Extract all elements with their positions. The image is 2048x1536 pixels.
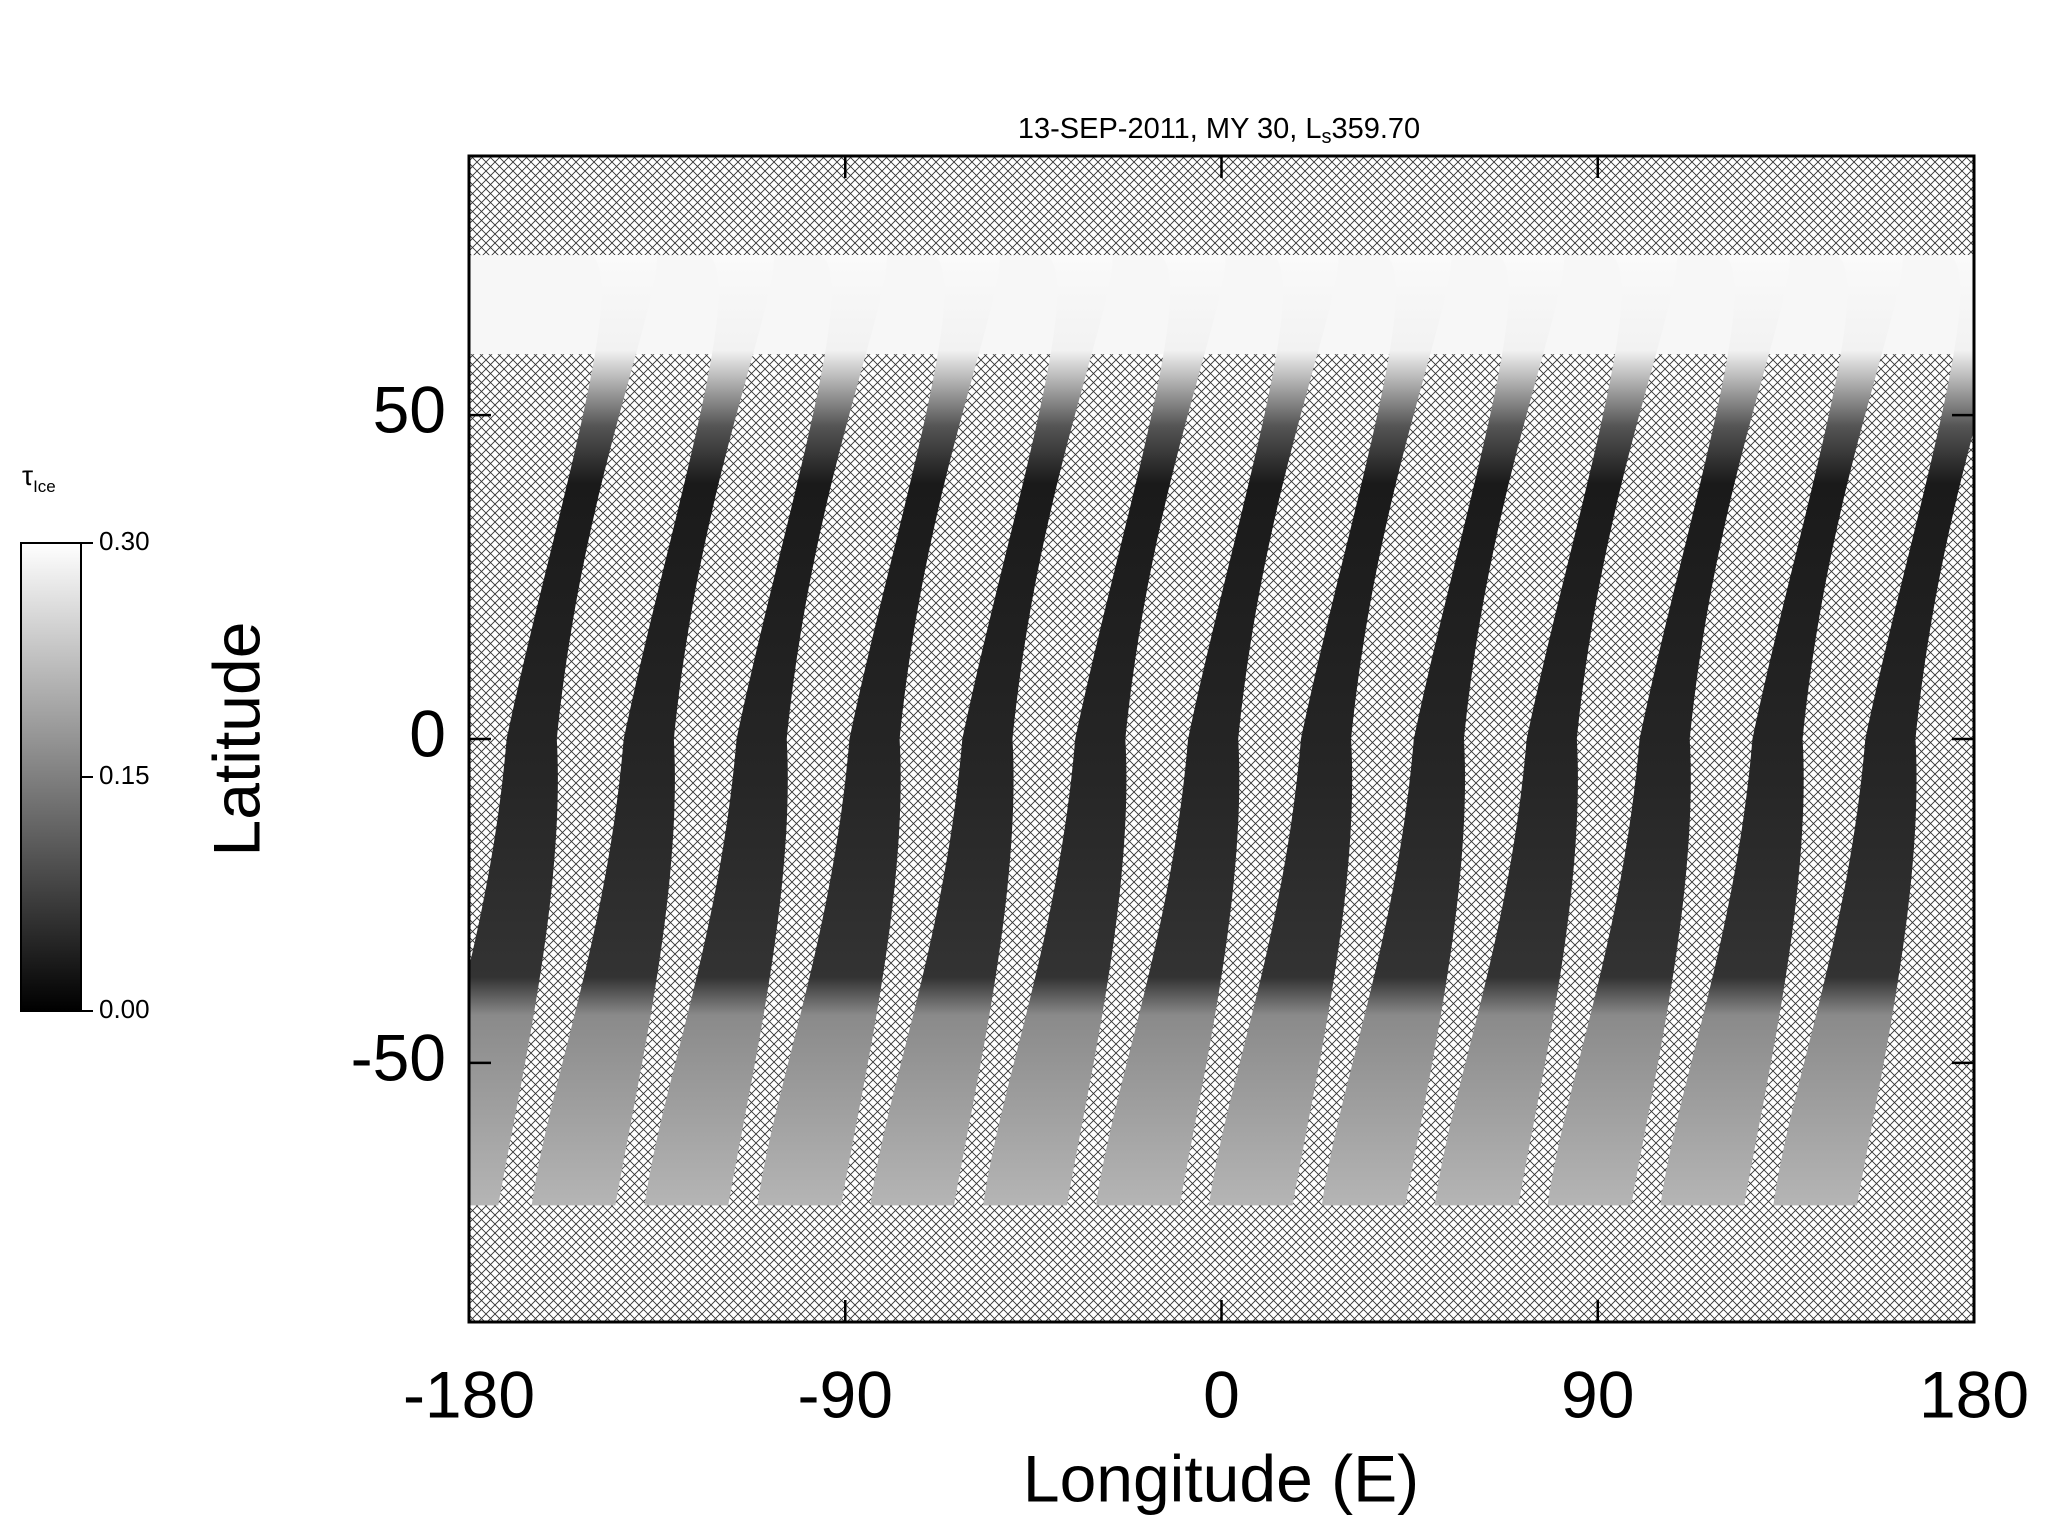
colorbar-tick-label: 0.15 <box>99 760 150 790</box>
swath <box>644 255 888 1206</box>
swaths <box>469 255 1974 1206</box>
y-tick-label: 50 <box>373 373 446 447</box>
colorbar-tick-label: 0.30 <box>99 526 150 556</box>
swath <box>1547 255 1791 1206</box>
y-tick-label: -50 <box>351 1020 446 1094</box>
title-text: 13-SEP-2011, MY 30, L <box>1018 113 1322 145</box>
colorbar <box>20 542 82 1012</box>
x-axis-title: Longitude (E) <box>1023 1441 1419 1515</box>
y-tick-label: 0 <box>409 696 446 770</box>
title-subscript: s <box>1321 126 1331 148</box>
swath <box>870 255 1113 1206</box>
chart-title: 13-SEP-2011, MY 30, Ls359.70 <box>1018 113 1420 149</box>
swath <box>1660 255 1903 1206</box>
colorbar-symbol: τ <box>22 460 33 491</box>
x-tick-label: 180 <box>1919 1357 2029 1431</box>
x-tick-label: 90 <box>1561 1357 1634 1431</box>
swath <box>469 255 658 1206</box>
x-tick-label: -180 <box>403 1357 535 1431</box>
swath <box>1208 255 1452 1206</box>
x-tick-label: 0 <box>1203 1357 1240 1431</box>
swath <box>1434 255 1678 1206</box>
swath <box>1096 255 1339 1206</box>
swath <box>983 255 1226 1206</box>
y-axis-title: Latitude <box>199 622 273 857</box>
swath <box>757 255 1000 1206</box>
colorbar-title: τIce <box>22 460 56 496</box>
swath <box>1321 255 1565 1206</box>
swath <box>531 255 775 1206</box>
title-value: 359.70 <box>1331 113 1420 145</box>
colorbar-subscript: Ice <box>33 477 56 496</box>
plot-area <box>467 154 1976 1324</box>
swath <box>1773 255 1974 1206</box>
colorbar-tick-label: 0.00 <box>99 994 150 1024</box>
x-tick-label: -90 <box>798 1357 893 1431</box>
